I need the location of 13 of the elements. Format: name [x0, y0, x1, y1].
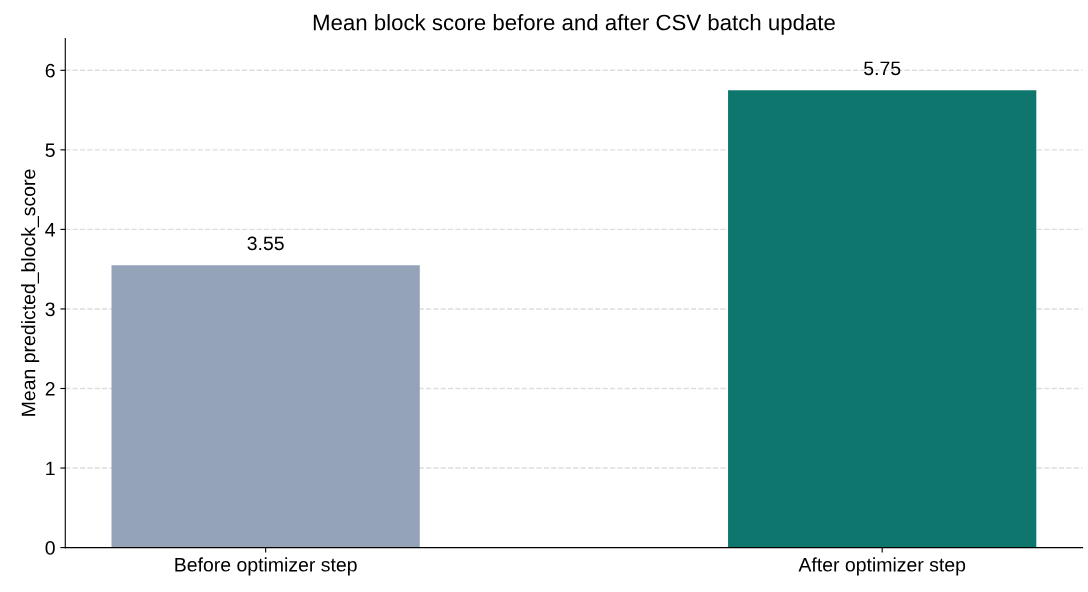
y-tick-label: 5 — [45, 143, 55, 158]
x-tick-label: Before optimizer step — [175, 557, 357, 576]
x-tick-label: After optimizer step — [798, 557, 966, 576]
chart-title: Mean block score before and after CSV batch update — [313, 14, 835, 35]
data-label: 3.55 — [247, 236, 284, 251]
y-tick-label: 1 — [46, 461, 55, 476]
data-label: 5.75 — [864, 61, 901, 76]
y-tick-label: 3 — [45, 302, 55, 317]
y-axis-title: Mean predicted_block_score — [21, 169, 40, 416]
y-tick-label: 2 — [45, 381, 55, 396]
y-tick-label: 0 — [45, 541, 55, 555]
y-tick-label: 4 — [45, 223, 55, 237]
y-tick-label: 6 — [45, 63, 55, 78]
